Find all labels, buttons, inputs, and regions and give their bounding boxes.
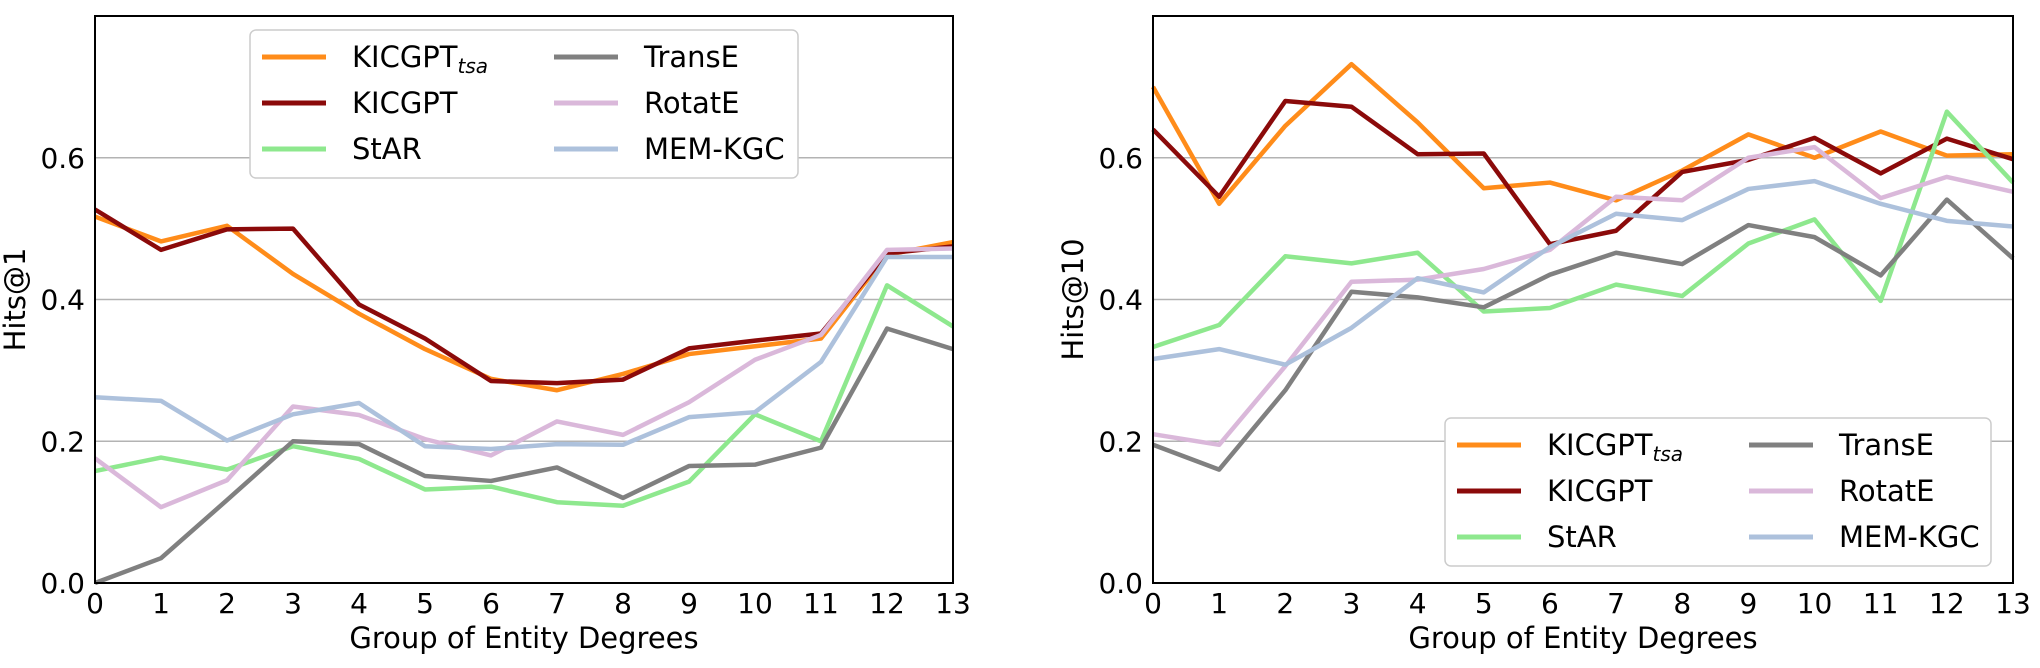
x-tick-label: 1 bbox=[1210, 587, 1228, 620]
legend-label: StAR bbox=[352, 132, 422, 166]
y-axis-label: Hits@1 bbox=[0, 248, 32, 352]
y-tick-label: 0.4 bbox=[40, 284, 85, 317]
series-line-kicgpt-tsa bbox=[1151, 61, 2014, 207]
legend-label: RotatE bbox=[644, 86, 739, 120]
legend-entry-kicgpt-tsa: KICGPTtsa bbox=[262, 40, 488, 78]
legend-label: KICGPT bbox=[352, 86, 458, 120]
y-tick-label: 0.0 bbox=[40, 567, 85, 600]
series-line-kicgpt bbox=[93, 207, 954, 386]
x-tick-label: 0 bbox=[1144, 587, 1162, 620]
legend-entry-mem-kgc: MEM-KGC bbox=[1749, 520, 1980, 554]
y-axis-ticks: 0.0 0.2 0.4 0.6 bbox=[1098, 142, 1143, 600]
x-tick-label: 10 bbox=[737, 587, 773, 620]
legend-label: KICGPT bbox=[1547, 474, 1653, 508]
legend-entry-star: StAR bbox=[1457, 520, 1617, 554]
x-tick-label: 1 bbox=[152, 587, 170, 620]
legend-entry-kicgpt: KICGPT bbox=[262, 86, 458, 120]
x-tick-label: 9 bbox=[680, 587, 698, 620]
legend-label: MEM-KGC bbox=[1839, 520, 1980, 554]
x-tick-label: 7 bbox=[548, 587, 566, 620]
x-tick-label: 2 bbox=[1276, 587, 1294, 620]
legend-box bbox=[249, 29, 799, 179]
series-line-mem-kgc bbox=[94, 254, 953, 452]
y-axis-ticks: 0.0 0.2 0.4 0.6 bbox=[40, 142, 85, 600]
legend-box bbox=[1444, 417, 1992, 567]
legend-entry-kicgpt: KICGPT bbox=[1457, 474, 1653, 508]
x-tick-label: 3 bbox=[284, 587, 302, 620]
x-axis-ticks: 0 1 2 3 4 5 6 7 8 9 10 11 12 13 bbox=[86, 587, 971, 620]
x-tick-label: 13 bbox=[1995, 587, 2031, 620]
series-line-kicgpt bbox=[1151, 98, 2014, 247]
series-line-rotate bbox=[1152, 144, 2014, 448]
x-tick-label: 8 bbox=[1673, 587, 1691, 620]
legend-label: KICGPTtsa bbox=[1547, 428, 1683, 466]
series-lines bbox=[1151, 61, 2015, 472]
legend-entry-mem-kgc: MEM-KGC bbox=[554, 132, 785, 166]
legend-entry-kicgpt-tsa: KICGPTtsa bbox=[1457, 428, 1683, 466]
x-tick-label: 5 bbox=[416, 587, 434, 620]
x-tick-label: 7 bbox=[1607, 587, 1625, 620]
x-tick-label: 8 bbox=[614, 587, 632, 620]
y-axis-label: Hits@10 bbox=[1056, 238, 1090, 360]
y-tick-label: 0.4 bbox=[1098, 284, 1143, 317]
y-tick-label: 0.0 bbox=[1098, 567, 1143, 600]
legend-entry-transe: TransE bbox=[554, 40, 739, 74]
legend-label: RotatE bbox=[1839, 474, 1934, 508]
legend-label: TransE bbox=[1838, 428, 1934, 462]
x-tick-label: 2 bbox=[218, 587, 236, 620]
x-axis-ticks: 0 1 2 3 4 5 6 7 8 9 10 11 12 13 bbox=[1144, 587, 2031, 620]
legend: KICGPTtsa KICGPT StAR TransE RotatE MEM-… bbox=[1444, 417, 1992, 567]
series-line-rotate bbox=[93, 246, 954, 510]
plot-frame bbox=[94, 15, 954, 584]
legend: KICGPTtsa KICGPT StAR TransE RotatE MEM-… bbox=[249, 29, 799, 179]
chart-panel-hits-at-1: 0.0 0.2 0.4 0.6 0 1 2 3 4 5 6 7 8 9 10 1… bbox=[0, 15, 971, 655]
legend-label: KICGPTtsa bbox=[352, 40, 488, 78]
legend-entry-transe: TransE bbox=[1749, 428, 1934, 462]
x-axis-label: Group of Entity Degrees bbox=[349, 621, 698, 655]
y-tick-label: 0.6 bbox=[1098, 142, 1143, 175]
x-tick-label: 3 bbox=[1343, 587, 1361, 620]
x-tick-label: 13 bbox=[935, 587, 971, 620]
x-axis-label: Group of Entity Degrees bbox=[1408, 621, 1757, 655]
y-tick-label: 0.2 bbox=[40, 425, 85, 458]
x-tick-label: 12 bbox=[869, 587, 905, 620]
series-line-transe bbox=[1152, 197, 2015, 472]
y-tick-label: 0.6 bbox=[40, 142, 85, 175]
legend-label: MEM-KGC bbox=[644, 132, 785, 166]
legend-label: StAR bbox=[1547, 520, 1617, 554]
x-tick-label: 6 bbox=[482, 587, 500, 620]
gridlines bbox=[95, 157, 953, 442]
x-tick-label: 11 bbox=[1863, 587, 1899, 620]
chart-panel-hits-at-10: 0.0 0.2 0.4 0.6 0 1 2 3 4 5 6 7 8 9 10 1… bbox=[1056, 15, 2031, 655]
x-tick-label: 0 bbox=[86, 587, 104, 620]
plot-frame bbox=[1152, 15, 2014, 584]
x-tick-label: 12 bbox=[1929, 587, 1965, 620]
y-tick-label: 0.2 bbox=[1098, 425, 1143, 458]
x-tick-label: 9 bbox=[1739, 587, 1757, 620]
legend-label: TransE bbox=[643, 40, 739, 74]
series-line-star bbox=[1152, 109, 2015, 350]
x-tick-label: 4 bbox=[350, 587, 368, 620]
x-tick-label: 4 bbox=[1409, 587, 1427, 620]
series-line-mem-kgc bbox=[1152, 178, 2014, 367]
legend-entry-rotate: RotatE bbox=[554, 86, 739, 120]
x-tick-label: 5 bbox=[1475, 587, 1493, 620]
gridlines bbox=[1153, 157, 2013, 442]
legend-entry-star: StAR bbox=[262, 132, 422, 166]
series-line-kicgpt-tsa bbox=[94, 214, 954, 393]
series-line-transe bbox=[94, 326, 954, 586]
x-tick-label: 11 bbox=[803, 587, 839, 620]
series-lines bbox=[93, 207, 955, 586]
x-tick-label: 6 bbox=[1541, 587, 1559, 620]
legend-entry-rotate: RotatE bbox=[1749, 474, 1934, 508]
x-tick-label: 10 bbox=[1797, 587, 1833, 620]
